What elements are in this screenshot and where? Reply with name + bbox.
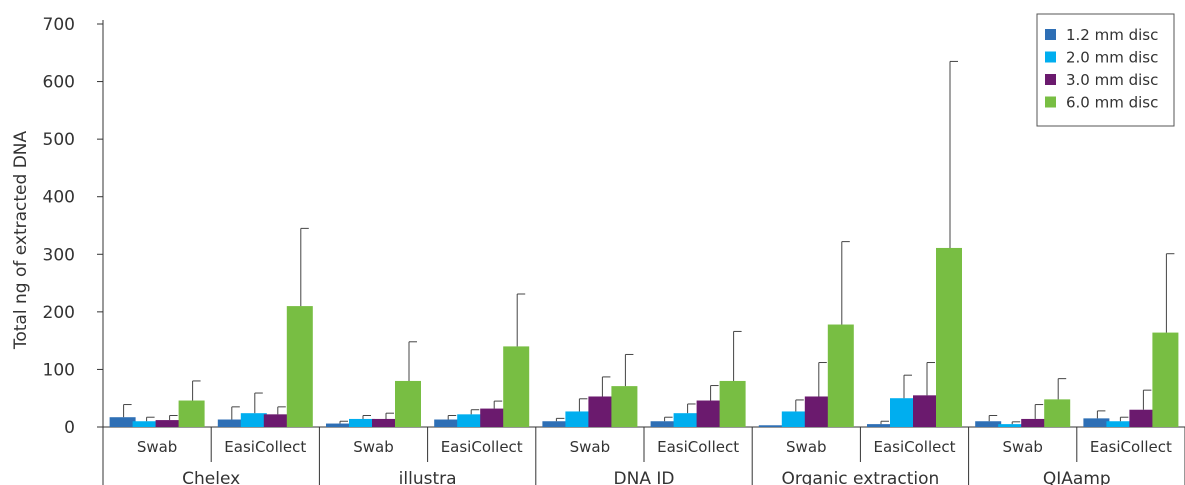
legend-swatch xyxy=(1045,96,1056,108)
bar xyxy=(781,411,808,427)
legend-label: 1.2 mm disc xyxy=(1066,26,1158,44)
x-subgroup-label: EasiCollect xyxy=(224,438,306,456)
y-tick-label: 500 xyxy=(43,130,75,150)
bar xyxy=(936,247,962,427)
y-tick-label: 600 xyxy=(43,73,75,93)
bar xyxy=(480,408,507,427)
bar xyxy=(155,420,182,427)
legend: 1.2 mm disc 2.0 mm disc 3.0 mm disc 6.0 mm … xyxy=(1036,13,1175,127)
bar xyxy=(395,380,421,427)
bar xyxy=(588,396,615,427)
legend-swatch xyxy=(1045,74,1056,85)
bar xyxy=(1083,418,1110,427)
x-subgroup-label: Swab xyxy=(786,438,827,456)
x-subgroup-label: EasiCollect xyxy=(1090,438,1172,456)
y-tick-label: 0 xyxy=(64,418,75,438)
x-group-label: QIAamp xyxy=(1043,469,1111,485)
x-subgroup-label: Swab xyxy=(1002,438,1043,456)
bar xyxy=(1152,332,1179,427)
bar xyxy=(240,413,267,427)
legend-swatch xyxy=(1045,29,1056,40)
x-group-label: Chelex xyxy=(182,469,240,485)
bar xyxy=(1021,418,1048,427)
bar xyxy=(372,418,398,427)
bar xyxy=(1129,409,1156,427)
bar xyxy=(349,418,375,427)
bar xyxy=(804,396,831,427)
bar xyxy=(611,386,638,427)
x-subgroup-label: EasiCollect xyxy=(657,438,739,456)
bar xyxy=(503,346,530,427)
y-axis: 0 100 200 300 400 500 600 700 xyxy=(43,15,104,485)
bar xyxy=(913,395,939,427)
bar xyxy=(457,414,484,427)
x-group-label: DNA ID xyxy=(614,469,675,485)
bar xyxy=(132,421,159,427)
y-tick-label: 100 xyxy=(43,360,75,380)
x-subgroup-label: Swab xyxy=(137,438,178,456)
legend-label: 2.0 mm disc xyxy=(1066,49,1158,67)
y-tick-label: 300 xyxy=(43,245,75,265)
bar xyxy=(326,423,352,427)
legend-label: 6.0 mm disc xyxy=(1066,94,1158,112)
x-subgroup-label: EasiCollect xyxy=(874,438,956,456)
legend-label: 3.0 mm disc xyxy=(1066,71,1158,89)
bar xyxy=(758,425,785,427)
x-subgroup-label: Swab xyxy=(353,438,394,456)
y-tick-label: 400 xyxy=(43,188,75,208)
bar xyxy=(998,424,1025,427)
bar xyxy=(565,411,592,427)
x-subgroup-label: Swab xyxy=(570,438,611,456)
y-tick-label: 700 xyxy=(43,15,75,35)
bar xyxy=(542,421,569,427)
bar xyxy=(109,417,136,427)
bar xyxy=(673,413,700,427)
bar xyxy=(434,419,461,427)
bar xyxy=(178,400,205,427)
bar xyxy=(1044,399,1071,427)
bar xyxy=(286,306,313,427)
y-tick-label: 200 xyxy=(43,303,75,323)
bar xyxy=(719,380,746,427)
bar xyxy=(696,400,723,427)
x-group-label: illustra xyxy=(399,469,457,485)
legend-swatch xyxy=(1045,51,1056,63)
x-subgroup-label: EasiCollect xyxy=(441,438,523,456)
bar xyxy=(890,398,916,427)
bar xyxy=(1106,421,1133,427)
legend-box xyxy=(1036,13,1175,127)
bar xyxy=(263,414,290,427)
bar xyxy=(867,424,893,427)
bar xyxy=(217,419,244,427)
bar xyxy=(975,421,1002,427)
bar xyxy=(650,421,677,427)
bars xyxy=(109,60,1179,427)
x-group-label: Organic extraction xyxy=(782,469,940,485)
y-axis-label: Total ng of extracted DNA xyxy=(11,131,31,351)
bar xyxy=(827,324,854,427)
x-axis: Swab EasiCollect Swab EasiCollect Swab EasiCo… xyxy=(103,426,1185,485)
